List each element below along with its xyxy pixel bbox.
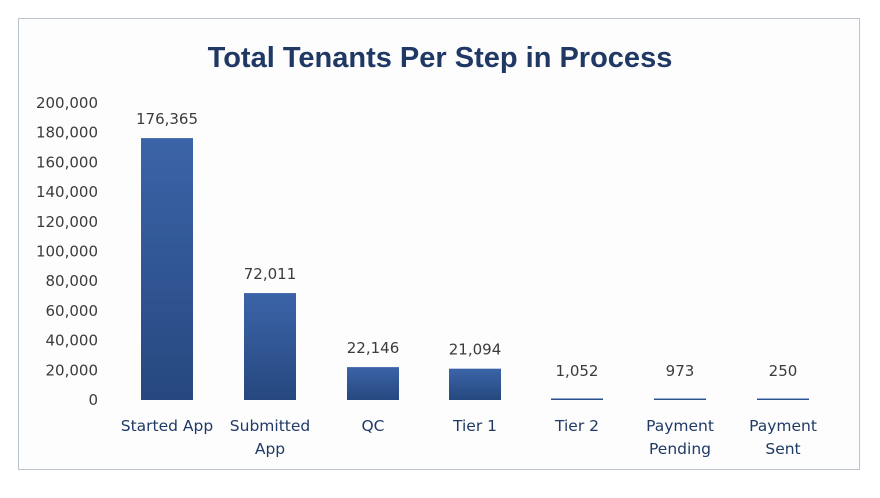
data-label: 22,146: [347, 339, 400, 357]
x-category-label: Sent: [765, 440, 800, 458]
chart-title: Total Tenants Per Step in Process: [208, 42, 673, 74]
bar: [551, 398, 603, 400]
y-axis: 0 20,000 40,000 60,000 80,000 100,000 120,000 1…: [36, 94, 98, 409]
x-category-label: Started App: [121, 417, 213, 435]
data-label: 21,094: [449, 341, 502, 359]
data-label: 973: [666, 362, 695, 380]
y-tick-label: 120,000: [36, 213, 98, 231]
x-category-label: Payment: [646, 417, 714, 435]
bar: [757, 398, 809, 400]
x-category-label: QC: [361, 417, 384, 435]
y-tick-label: 40,000: [46, 332, 99, 350]
y-tick-label: 20,000: [46, 361, 99, 379]
data-label: 176,365: [136, 110, 198, 128]
y-tick-label: 160,000: [36, 153, 98, 171]
x-category-label: App: [255, 440, 285, 458]
y-tick-label: 60,000: [46, 302, 99, 320]
bar: [347, 367, 399, 400]
y-tick-label: 80,000: [46, 272, 99, 290]
data-labels-group: 176,365 72,011 22,146 21,094 1,052 973 250: [136, 110, 797, 380]
bar: [654, 398, 706, 400]
bar: [244, 293, 296, 400]
x-category-label: Tier 2: [554, 417, 599, 435]
y-tick-label: 100,000: [36, 243, 98, 261]
x-category-label: Payment: [749, 417, 817, 435]
y-tick-label: 180,000: [36, 124, 98, 142]
bars-group: [141, 138, 809, 401]
data-label: 1,052: [556, 362, 599, 380]
data-label: 72,011: [244, 265, 297, 283]
bar: [141, 138, 193, 401]
data-label: 250: [769, 362, 798, 380]
x-category-label: Tier 1: [452, 417, 497, 435]
y-tick-label: 140,000: [36, 183, 98, 201]
x-category-label: Pending: [649, 440, 711, 458]
x-axis: Started App Submitted App QC Tier 1 Tier 2 Pay…: [121, 417, 817, 458]
bar: [449, 368, 501, 400]
y-tick-label: 0: [88, 391, 98, 409]
y-tick-label: 200,000: [36, 94, 98, 112]
x-category-label: Submitted: [230, 417, 310, 435]
